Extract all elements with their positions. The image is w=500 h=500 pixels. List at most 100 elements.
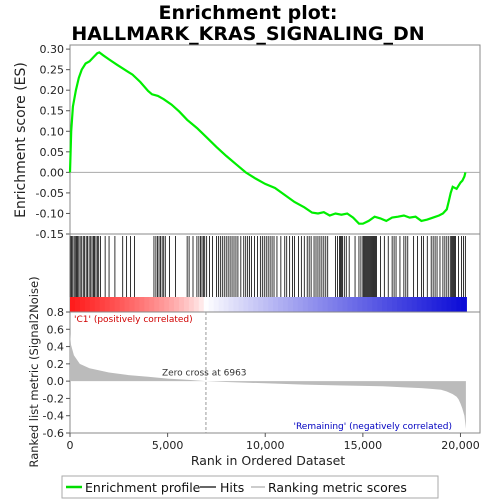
heat-bar-segment bbox=[248, 297, 254, 312]
es-y-tick-label: 0.05 bbox=[40, 146, 65, 159]
es-y-tick-label: 0.10 bbox=[40, 125, 65, 138]
heat-bar-segment bbox=[223, 297, 230, 312]
legend-label-enrichment-profile: Enrichment profile bbox=[85, 480, 201, 495]
heat-bar-segment bbox=[169, 297, 175, 312]
heat-bar-segment bbox=[218, 297, 225, 312]
heat-bar-segment bbox=[441, 297, 448, 312]
heat-bar-segment bbox=[327, 297, 334, 312]
heat-bar-segment bbox=[124, 297, 131, 312]
heat-bar-segment bbox=[188, 297, 195, 312]
heat-bar-segment bbox=[401, 297, 408, 312]
heat-bar-segment bbox=[352, 297, 358, 312]
metric-y-ticks: 0.8 0.6 0.4 0.2 0.0 -0.2 -0.4 -0.6 bbox=[43, 306, 70, 440]
heat-bar-segment bbox=[411, 297, 418, 312]
metric-area bbox=[70, 333, 466, 429]
heat-bar-segment bbox=[213, 297, 220, 312]
heat-bar-segment bbox=[233, 297, 240, 312]
es-y-tick-label: 0.20 bbox=[40, 84, 65, 97]
heat-bar-segment bbox=[129, 297, 136, 312]
metric-y-axis-label: Ranked list metric (Signal2Noise) bbox=[27, 276, 41, 467]
es-y-tick-label: -0.10 bbox=[36, 207, 64, 220]
x-axis-label: Rank in Ordered Dataset bbox=[191, 453, 345, 468]
legend-frame bbox=[61, 475, 439, 499]
heat-bar-segment bbox=[84, 297, 91, 312]
chart-title-line1: Enrichment plot: bbox=[159, 2, 338, 24]
metric-y-tick-label: 0.6 bbox=[47, 323, 65, 336]
metric-panel: Zero cross at 6963 'C1' (positively corr… bbox=[43, 306, 481, 452]
heat-bar-segment bbox=[297, 297, 304, 312]
es-y-tick-label: 0.25 bbox=[40, 64, 65, 77]
heat-bar-segment bbox=[174, 297, 180, 312]
heat-bar-segment bbox=[406, 297, 413, 312]
heat-bar-segment bbox=[283, 297, 289, 312]
heat-bar-segment bbox=[317, 297, 324, 312]
es-y-tick-label: 0.15 bbox=[40, 105, 65, 118]
heat-bar-segment bbox=[278, 297, 284, 312]
heat-bar-segment bbox=[268, 297, 274, 312]
heat-bar-segment bbox=[426, 297, 433, 312]
es-y-axis-label: Enrichment score (ES) bbox=[13, 62, 29, 218]
legend-label-ranking-metric: Ranking metric scores bbox=[268, 480, 407, 495]
negative-correlation-label: 'Remaining' (negatively correlated) bbox=[293, 422, 452, 432]
heat-bar-segment bbox=[322, 297, 329, 312]
es-curve bbox=[68, 51, 467, 225]
heat-bar-segment bbox=[74, 297, 81, 312]
heat-bar-segment bbox=[372, 297, 378, 312]
heat-bar-segment bbox=[392, 297, 398, 312]
es-y-tick-label: -0.05 bbox=[36, 187, 64, 200]
heat-bar-segment bbox=[451, 297, 458, 312]
heat-bar-segment bbox=[89, 297, 96, 312]
heat-bar-segment bbox=[396, 297, 403, 312]
heat-bar-segment bbox=[203, 297, 210, 312]
heat-bar-segment bbox=[149, 297, 155, 312]
heat-bar-segment bbox=[456, 297, 462, 312]
legend-label-hits: Hits bbox=[220, 480, 244, 495]
heat-bar-segment bbox=[307, 297, 314, 312]
heat-bar-segment bbox=[258, 297, 264, 312]
metric-y-tick-label: -0.6 bbox=[43, 427, 64, 440]
metric-panel-frame bbox=[69, 311, 481, 434]
heat-bar-segment bbox=[312, 297, 319, 312]
heat-bar-segment bbox=[228, 297, 235, 312]
heat-bar-segment bbox=[134, 297, 140, 312]
heat-bar-segment bbox=[287, 297, 294, 312]
metric-y-tick-label: -0.4 bbox=[43, 410, 64, 423]
metric-y-tick-label: 0.2 bbox=[47, 358, 65, 371]
metric-y-tick-label: 0.8 bbox=[47, 306, 65, 319]
metric-y-tick-label: -0.2 bbox=[43, 392, 64, 405]
heat-bar-segment bbox=[109, 297, 116, 312]
heat-bar-segment bbox=[79, 297, 86, 312]
zero-cross-label: Zero cross at 6963 bbox=[162, 368, 247, 378]
heat-bar-segment bbox=[342, 297, 349, 312]
positive-correlation-label: 'C1' (positively correlated) bbox=[74, 315, 193, 325]
rank-heat-bar bbox=[70, 297, 467, 312]
heat-bar-segment bbox=[164, 297, 170, 312]
heat-bar-segment bbox=[421, 297, 428, 312]
heat-bar-segment bbox=[431, 297, 438, 312]
heat-bar-segment bbox=[114, 297, 121, 312]
heat-bar-segment bbox=[178, 297, 185, 312]
x-tick-label: 15,000 bbox=[344, 439, 383, 452]
es-y-tick-label: 0.30 bbox=[40, 43, 65, 56]
heat-bar-segment bbox=[416, 297, 423, 312]
heat-bar-segment bbox=[154, 297, 160, 312]
heat-bar-segment bbox=[273, 297, 279, 312]
es-panel: 0.30 0.25 0.20 0.15 0.10 0.05 0.00 -0.05 -0.10 -0… bbox=[36, 43, 481, 241]
chart-title-line2: HALLMARK_KRAS_SIGNALING_DN bbox=[71, 23, 424, 45]
heat-bar-segment bbox=[183, 297, 190, 312]
heat-bar-segment bbox=[377, 297, 383, 312]
heat-bar-segment bbox=[70, 297, 76, 312]
heat-bar-segment bbox=[159, 297, 165, 312]
heat-bar-segment bbox=[337, 297, 344, 312]
heat-bar-segment bbox=[292, 297, 299, 312]
heat-bar-segment bbox=[387, 297, 393, 312]
heat-bar-segment bbox=[347, 297, 353, 312]
x-tick-label: 20,000 bbox=[441, 439, 480, 452]
x-tick-label: 10,000 bbox=[246, 439, 285, 452]
es-y-tick-label: 0.00 bbox=[40, 166, 65, 179]
legend: Enrichment profile Hits Ranking metric s… bbox=[61, 475, 439, 499]
heat-bar-segment bbox=[119, 297, 126, 312]
hits-panel bbox=[69, 233, 481, 313]
heat-bar-segment bbox=[144, 297, 150, 312]
